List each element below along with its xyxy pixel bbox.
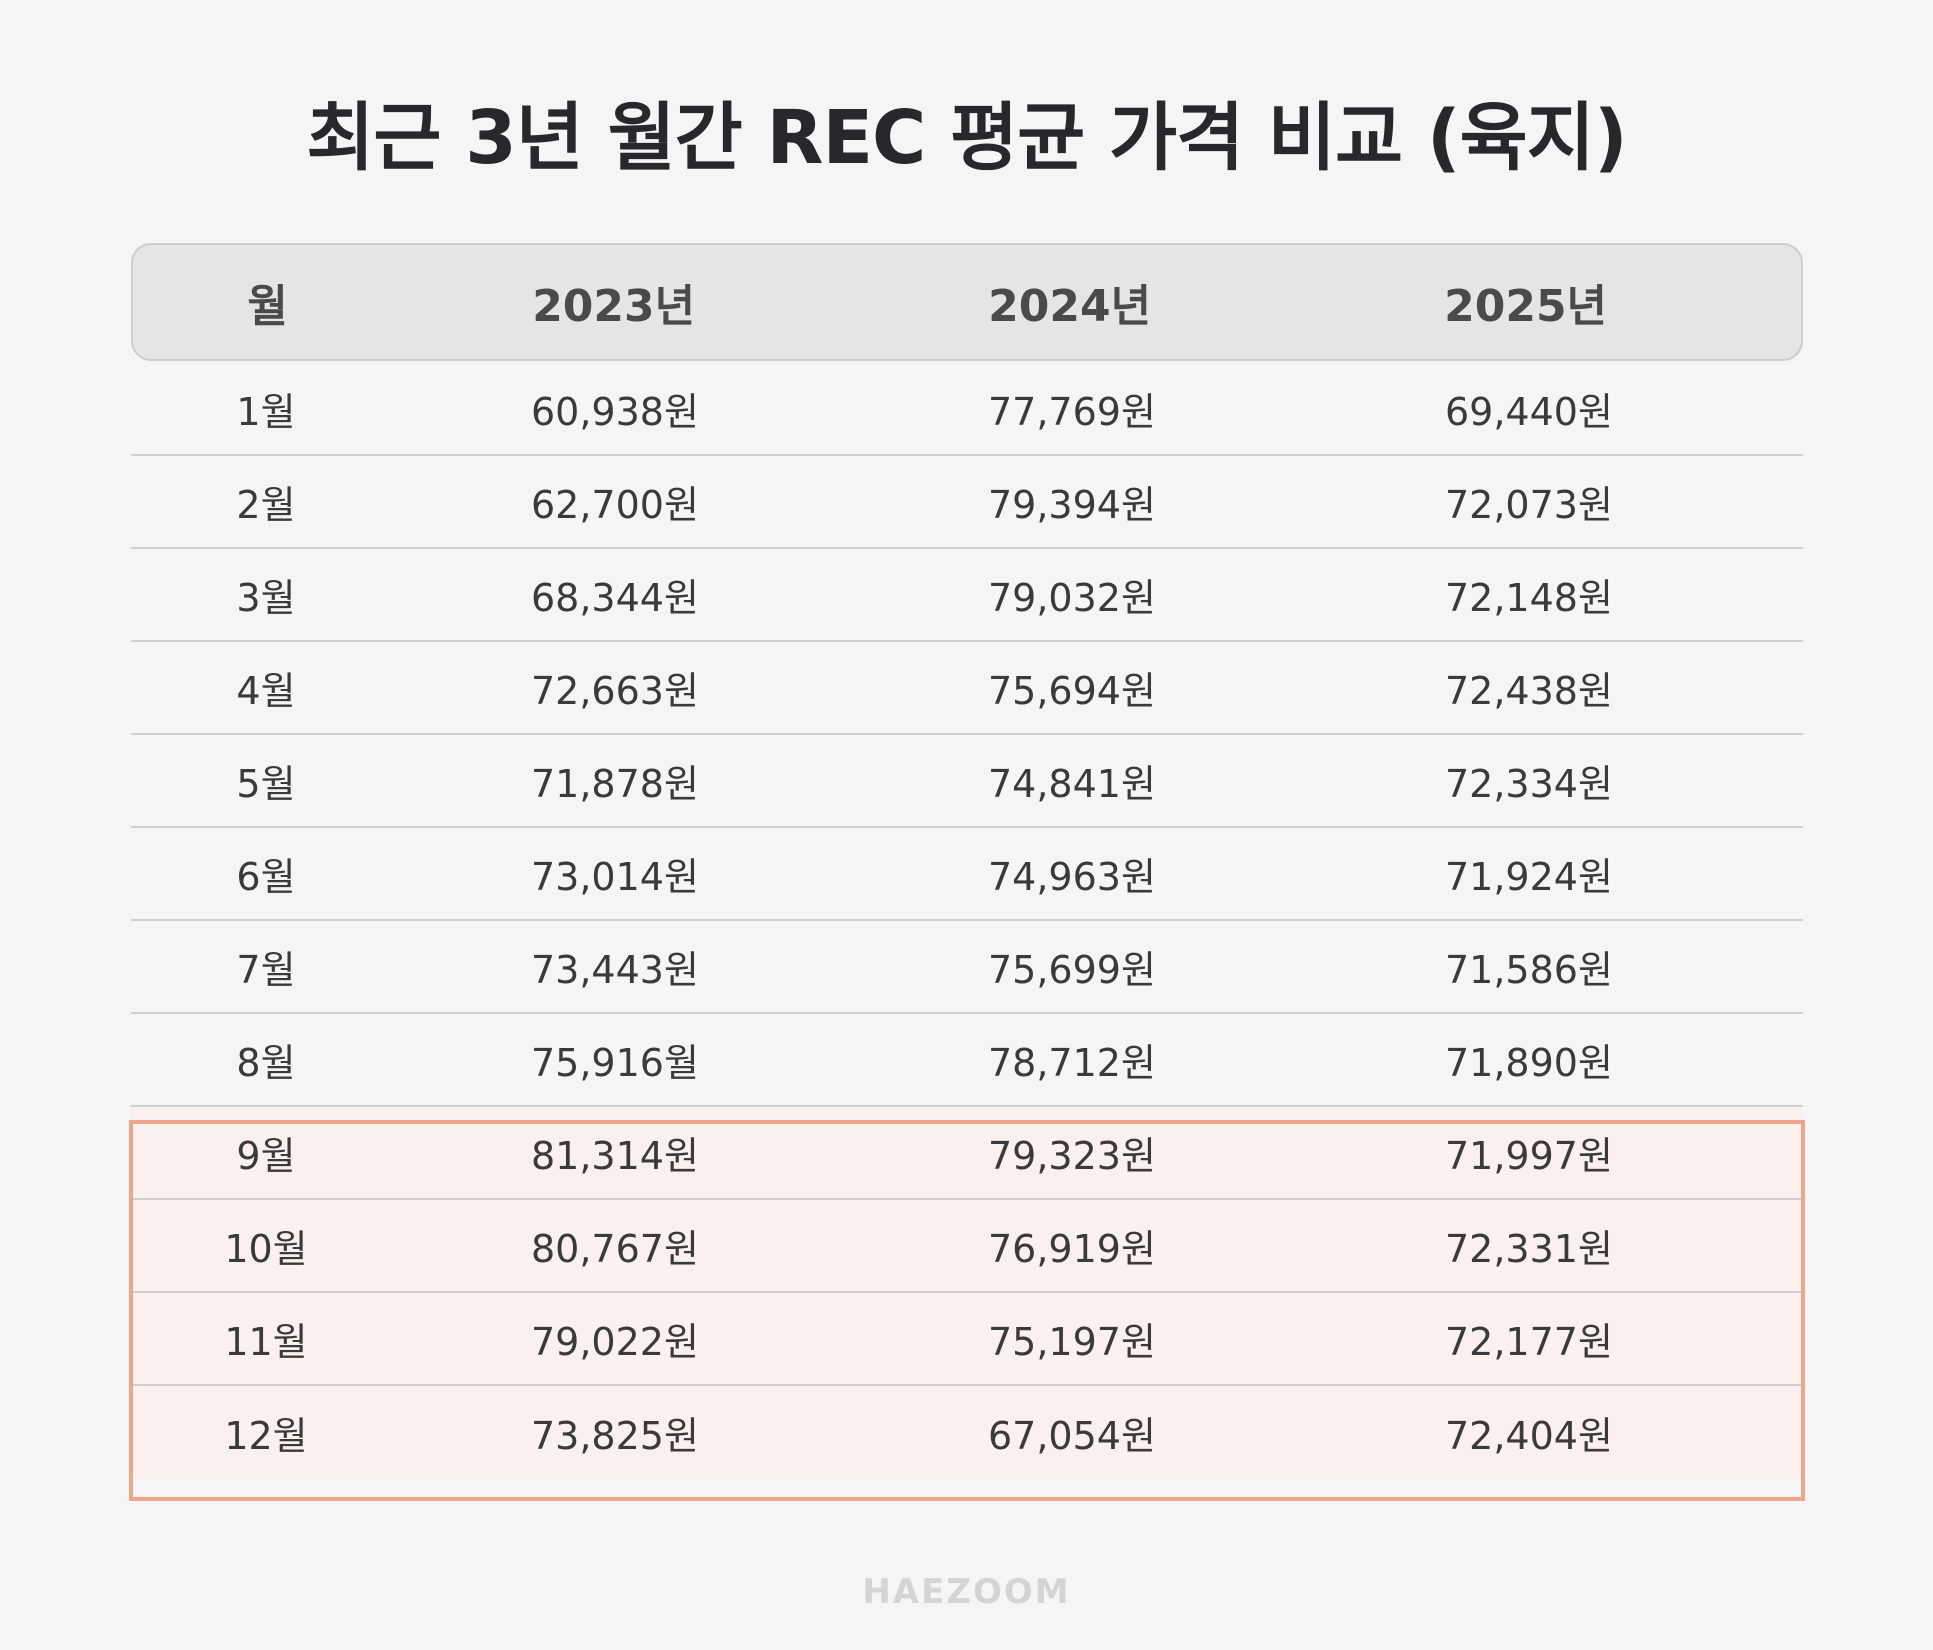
price-2023-cell: 68,344원 [531, 576, 699, 620]
table-header-row: 월 2023년 2024년 2025년 [131, 243, 1803, 361]
price-2025-cell: 69,440원 [1445, 390, 1613, 434]
header-2024: 2024년 [988, 281, 1152, 332]
price-2023-cell: 81,314원 [531, 1134, 699, 1178]
month-cell: 10월 [224, 1227, 308, 1271]
watermark-logo: HAEZOOM [862, 1572, 1071, 1612]
month-cell: 12월 [224, 1414, 308, 1458]
price-2025-cell: 72,073원 [1445, 483, 1613, 527]
price-2024-cell: 79,323원 [988, 1134, 1156, 1178]
table-row-highlighted: 10월 80,767원 76,919원 72,331원 [131, 1200, 1803, 1293]
price-2024-cell: 76,919원 [988, 1227, 1156, 1271]
price-2024-cell: 79,394원 [988, 483, 1156, 527]
price-2024-cell: 78,712원 [988, 1041, 1156, 1085]
price-2025-cell: 72,177원 [1445, 1320, 1613, 1364]
price-2023-cell: 73,014원 [531, 855, 699, 899]
price-2023-cell: 79,022원 [531, 1320, 699, 1364]
month-cell: 9월 [236, 1134, 296, 1178]
table-row-highlighted: 12월 73,825원 67,054원 72,404원 [131, 1386, 1803, 1479]
price-2024-cell: 75,694원 [988, 669, 1156, 713]
price-2024-cell: 79,032원 [988, 576, 1156, 620]
price-2025-cell: 71,890원 [1445, 1041, 1613, 1085]
price-2023-cell: 62,700원 [531, 483, 699, 527]
price-2024-cell: 75,699원 [988, 948, 1156, 992]
price-2025-cell: 72,404원 [1445, 1414, 1613, 1458]
month-cell: 6월 [236, 855, 296, 899]
price-2025-cell: 72,334원 [1445, 762, 1613, 806]
month-cell: 4월 [236, 669, 296, 713]
table-row: 8월 75,916월 78,712원 71,890원 [131, 1014, 1803, 1107]
page-title: 최근 3년 월간 REC 평균 가격 비교 (육지) [306, 95, 1627, 181]
table-row-highlighted: 11월 79,022원 75,197원 72,177원 [131, 1293, 1803, 1386]
table-row: 7월 73,443원 75,699원 71,586원 [131, 921, 1803, 1014]
price-2024-cell: 75,197원 [988, 1320, 1156, 1364]
header-2025: 2025년 [1444, 281, 1608, 332]
price-2024-cell: 77,769원 [988, 390, 1156, 434]
price-2025-cell: 72,438원 [1445, 669, 1613, 713]
price-2023-cell: 73,443원 [531, 948, 699, 992]
price-2025-cell: 71,924원 [1445, 855, 1613, 899]
price-2024-cell: 74,841원 [988, 762, 1156, 806]
table-row: 4월 72,663원 75,694원 72,438원 [131, 642, 1803, 735]
price-2023-cell: 73,825원 [531, 1414, 699, 1458]
table-row: 2월 62,700원 79,394원 72,073원 [131, 456, 1803, 549]
price-2025-cell: 71,586원 [1445, 948, 1613, 992]
price-2024-cell: 74,963원 [988, 855, 1156, 899]
price-2023-cell: 80,767원 [531, 1227, 699, 1271]
month-cell: 5월 [236, 762, 296, 806]
month-cell: 7월 [236, 948, 296, 992]
price-2023-cell: 72,663원 [531, 669, 699, 713]
table-row: 6월 73,014원 74,963원 71,924원 [131, 828, 1803, 921]
table-row: 3월 68,344원 79,032원 72,148원 [131, 549, 1803, 642]
price-2024-cell: 67,054원 [988, 1414, 1156, 1458]
month-cell: 11월 [224, 1320, 308, 1364]
price-2023-cell: 71,878원 [531, 762, 699, 806]
month-cell: 2월 [236, 483, 296, 527]
table-row: 1월 60,938원 77,769원 69,440원 [131, 363, 1803, 456]
price-2025-cell: 72,331원 [1445, 1227, 1613, 1271]
header-month: 월 [247, 281, 288, 332]
month-cell: 8월 [236, 1041, 296, 1085]
rec-price-table: 월 2023년 2024년 2025년 1월 60,938원 77,769원 6… [131, 243, 1803, 1479]
table-row-highlighted: 9월 81,314원 79,323원 71,997원 [131, 1107, 1803, 1200]
price-2025-cell: 72,148원 [1445, 576, 1613, 620]
month-cell: 1월 [236, 390, 296, 434]
price-2023-cell: 75,916월 [531, 1041, 699, 1085]
price-2023-cell: 60,938원 [531, 390, 699, 434]
table-row: 5월 71,878원 74,841원 72,334원 [131, 735, 1803, 828]
month-cell: 3월 [236, 576, 296, 620]
price-2025-cell: 71,997원 [1445, 1134, 1613, 1178]
header-2023: 2023년 [532, 281, 696, 332]
